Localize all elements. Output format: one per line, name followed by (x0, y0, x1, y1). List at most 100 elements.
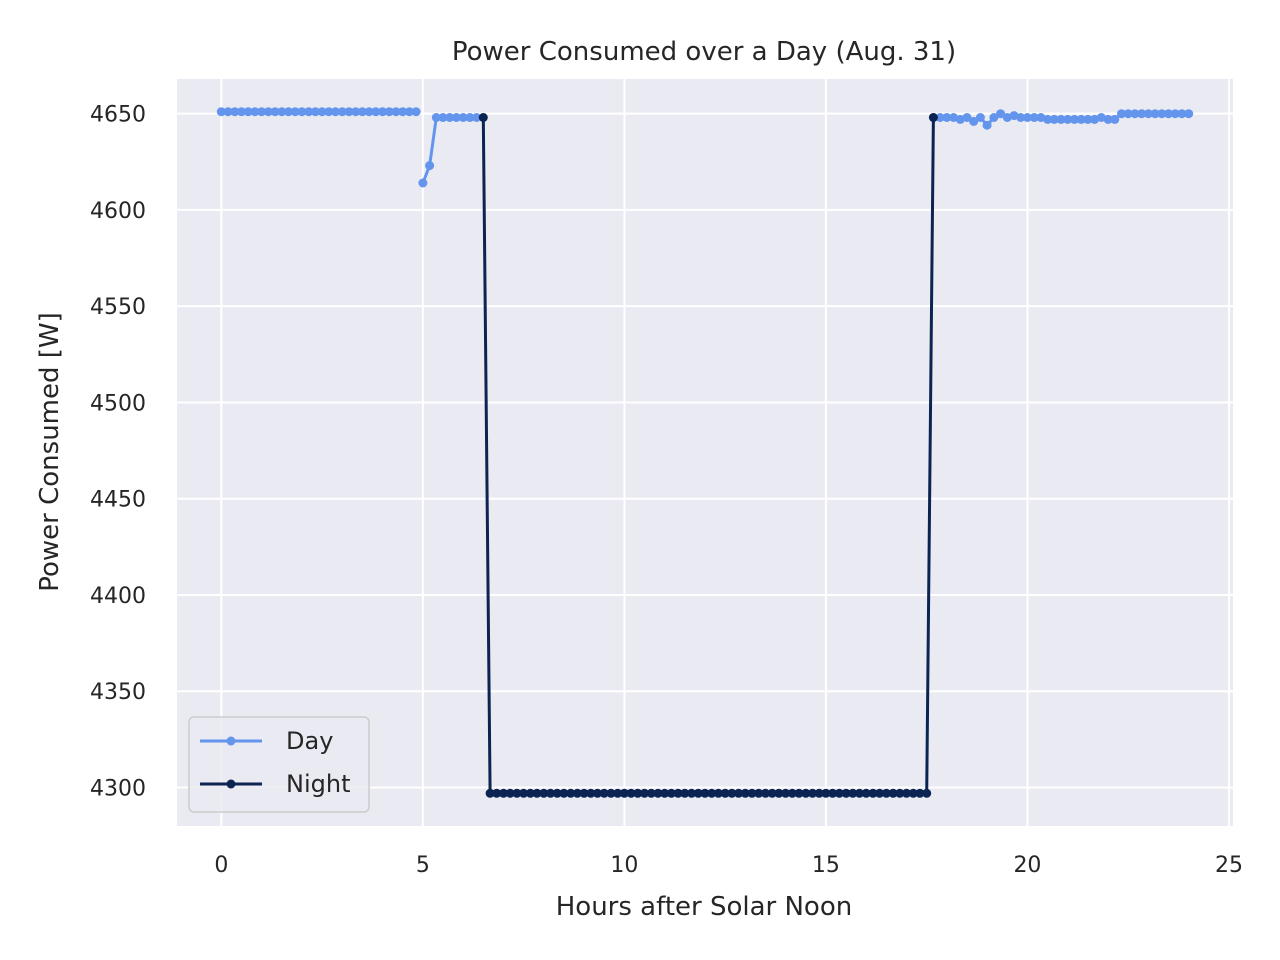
data-point-day (378, 107, 388, 117)
data-point-night (700, 788, 710, 798)
data-point-day (1070, 114, 1079, 124)
data-point-night (834, 788, 844, 798)
data-point-night (928, 113, 938, 122)
data-point-night (539, 788, 549, 798)
data-point-night (485, 788, 495, 798)
data-point-night (848, 788, 858, 798)
data-point-day (982, 120, 992, 130)
data-point-night (599, 788, 609, 798)
data-point-day (277, 107, 287, 117)
data-point-night (915, 788, 925, 798)
data-point-day (1043, 114, 1053, 124)
data-point-night (673, 788, 683, 798)
series-layer (216, 107, 1194, 798)
data-point-night (646, 788, 656, 798)
data-point-day (1083, 114, 1093, 124)
data-point-day (1123, 109, 1133, 119)
data-point-day (237, 107, 246, 117)
data-point-day (230, 107, 240, 117)
data-point-night (908, 788, 918, 798)
data-point-night (713, 788, 723, 798)
y-tick-label: 4450 (90, 488, 146, 513)
series-day (216, 107, 1194, 188)
data-point-day (351, 107, 361, 117)
data-point-day (1022, 113, 1032, 122)
data-point-night (828, 788, 838, 798)
data-point-night (841, 788, 851, 798)
plot-area (177, 79, 1233, 826)
data-point-day (1063, 114, 1073, 124)
data-point-day (935, 113, 945, 122)
data-point-day (1157, 109, 1167, 119)
data-point-day (398, 107, 408, 117)
legend-item-day: Day (200, 727, 333, 755)
data-point-night (767, 788, 777, 798)
data-point-night (922, 788, 932, 798)
data-point-day (223, 107, 233, 117)
x-tick-labels: 0 5 10 15 20 25 (214, 853, 1243, 878)
data-point-night (808, 788, 817, 798)
y-tick-label: 4400 (90, 584, 146, 609)
y-tick-label: 4600 (90, 199, 146, 224)
data-point-night (613, 788, 623, 798)
data-point-night (727, 788, 737, 798)
data-point-night (586, 788, 596, 798)
data-point-night (855, 788, 864, 798)
data-point-day (1143, 109, 1153, 119)
x-tick-label: 5 (416, 853, 430, 878)
legend-marker (226, 736, 236, 746)
data-point-day (257, 107, 267, 117)
chart-title: Power Consumed over a Day (Aug. 31) (452, 37, 956, 67)
data-point-day (404, 107, 414, 117)
data-point-day (216, 107, 226, 117)
data-point-night (774, 788, 784, 798)
data-point-night (525, 788, 535, 798)
data-point-night (653, 788, 663, 798)
data-point-night (754, 788, 764, 798)
data-point-day (438, 113, 448, 122)
data-point-night (640, 788, 649, 798)
data-point-day (975, 113, 985, 122)
data-point-night (821, 788, 831, 798)
data-point-night (801, 788, 811, 798)
gridlines (177, 79, 1233, 826)
data-point-night (660, 788, 670, 798)
data-point-night (794, 788, 804, 798)
x-tick-label: 20 (1013, 853, 1041, 878)
legend-label: Day (286, 727, 333, 755)
data-point-night (512, 788, 522, 798)
data-point-night (814, 788, 824, 798)
data-point-night (902, 788, 911, 798)
data-point-day (364, 107, 374, 117)
legend-marker (226, 779, 236, 789)
data-point-day (1049, 114, 1059, 124)
data-point-night (781, 788, 791, 798)
data-point-night (626, 788, 636, 798)
data-point-day (331, 107, 340, 117)
data-point-night (633, 788, 643, 798)
data-point-day (317, 107, 327, 117)
data-point-day (1164, 109, 1173, 119)
legend-label: Night (286, 770, 350, 798)
y-tick-label: 4650 (90, 103, 146, 128)
data-point-night (619, 788, 629, 798)
data-point-night (707, 788, 717, 798)
data-point-day (297, 107, 307, 117)
data-point-night (680, 788, 690, 798)
x-tick-label: 25 (1215, 853, 1243, 878)
data-point-day (337, 107, 347, 117)
data-point-day (344, 107, 354, 117)
data-point-night (895, 788, 905, 798)
data-point-day (1103, 114, 1113, 124)
data-point-night (881, 788, 891, 798)
data-point-night (519, 788, 529, 798)
data-point-day (425, 161, 435, 171)
y-axis-title: Power Consumed [W] (35, 312, 65, 592)
data-point-day (324, 107, 334, 117)
data-point-day (1137, 109, 1147, 119)
data-point-day (458, 113, 468, 122)
data-point-night (868, 788, 878, 798)
data-point-day (962, 113, 972, 122)
data-point-night (593, 788, 602, 798)
